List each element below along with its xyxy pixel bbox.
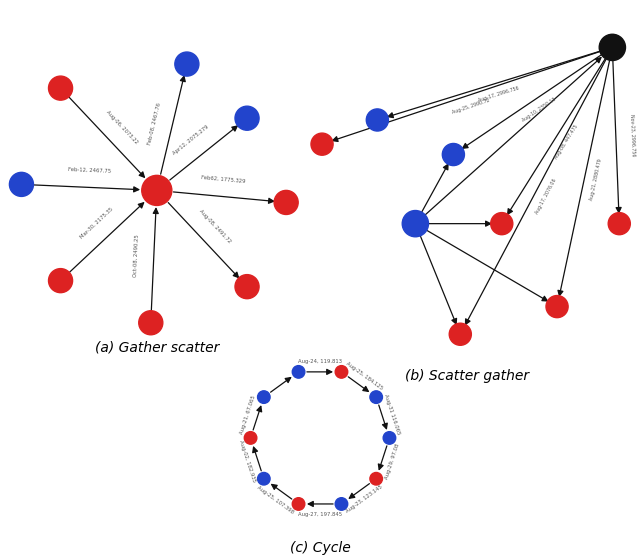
Circle shape	[442, 143, 465, 166]
Text: Aug-27, 197.845: Aug-27, 197.845	[298, 511, 342, 516]
Text: Aug-02, 182.935: Aug-02, 182.935	[239, 440, 257, 483]
Circle shape	[546, 296, 568, 318]
Circle shape	[292, 498, 305, 510]
Text: Aug-23, 123.145: Aug-23, 123.145	[346, 484, 384, 515]
Text: Aug-10, 2350.13: Aug-10, 2350.13	[522, 97, 557, 123]
Circle shape	[335, 498, 348, 510]
Circle shape	[10, 172, 33, 197]
Circle shape	[274, 190, 298, 214]
Text: Aug-25, 2990.72: Aug-25, 2990.72	[451, 98, 490, 115]
Circle shape	[292, 366, 305, 378]
Text: Nov-23, 2996.756: Nov-23, 2996.756	[628, 114, 636, 156]
Text: Aug-25, 107.398: Aug-25, 107.398	[256, 484, 294, 515]
Text: Aug-17, 2076.06: Aug-17, 2076.06	[535, 178, 558, 214]
Text: Mar-30, 2175.35: Mar-30, 2175.35	[79, 206, 114, 239]
Circle shape	[370, 473, 383, 485]
Circle shape	[49, 269, 72, 293]
Text: Feb-12, 2467.75: Feb-12, 2467.75	[68, 166, 111, 174]
Circle shape	[257, 391, 270, 403]
Text: Aug-29, 97.08: Aug-29, 97.08	[384, 443, 401, 480]
Text: (a) Gather scatter: (a) Gather scatter	[95, 341, 219, 355]
Text: (c) Cycle: (c) Cycle	[290, 541, 350, 555]
Circle shape	[311, 133, 333, 155]
Text: Aug-08, 447.475: Aug-08, 447.475	[554, 123, 579, 160]
Circle shape	[139, 311, 163, 335]
Text: Aug-25, 184.125: Aug-25, 184.125	[346, 361, 384, 391]
Text: Aug-24, 119.813: Aug-24, 119.813	[298, 360, 342, 365]
Circle shape	[491, 213, 513, 235]
Text: Aug-17, 2996.756: Aug-17, 2996.756	[477, 86, 519, 103]
Circle shape	[244, 432, 257, 444]
Circle shape	[142, 175, 172, 206]
Circle shape	[402, 211, 429, 237]
Circle shape	[608, 213, 630, 235]
Circle shape	[599, 34, 625, 60]
Circle shape	[449, 323, 471, 346]
Circle shape	[370, 391, 383, 403]
Circle shape	[235, 274, 259, 298]
Circle shape	[235, 106, 259, 130]
Text: (b) Scatter gather: (b) Scatter gather	[405, 369, 529, 383]
Text: Aug-21, 67.065: Aug-21, 67.065	[239, 394, 256, 435]
Text: Aug-06, 2073.22: Aug-06, 2073.22	[104, 110, 138, 145]
Text: Oct-08, 2490.25: Oct-08, 2490.25	[133, 234, 140, 277]
Circle shape	[175, 52, 199, 76]
Text: Feb-08, 2467.76: Feb-08, 2467.76	[147, 101, 162, 144]
Text: Aug-21, 2880.479: Aug-21, 2880.479	[589, 158, 603, 201]
Text: Feb62, 1775.329: Feb62, 1775.329	[201, 174, 246, 184]
Text: Aug-08, 2491.72: Aug-08, 2491.72	[198, 209, 232, 244]
Circle shape	[383, 432, 396, 444]
Circle shape	[335, 366, 348, 378]
Circle shape	[257, 473, 270, 485]
Circle shape	[366, 109, 388, 131]
Text: Apr12, 2075.279: Apr12, 2075.279	[172, 125, 210, 156]
Circle shape	[49, 76, 72, 100]
Text: Aug-31 116.065: Aug-31 116.065	[383, 394, 401, 435]
